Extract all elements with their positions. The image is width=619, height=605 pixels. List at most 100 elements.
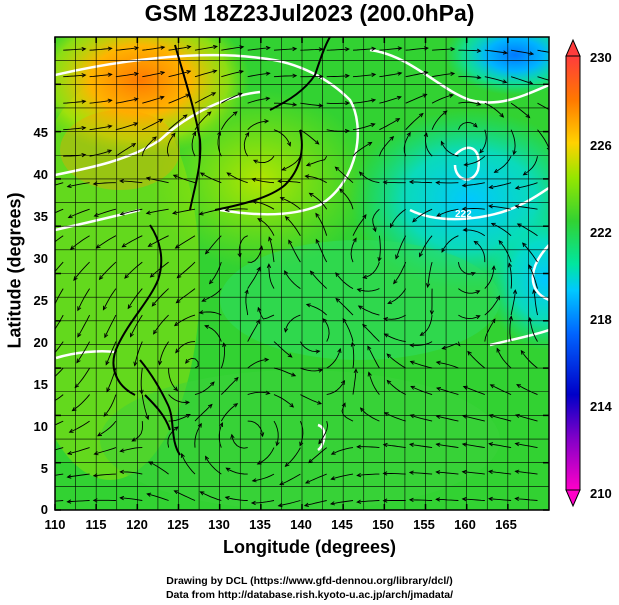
- streamline-arrow: [98, 275, 104, 281]
- streamline: [55, 314, 64, 330]
- streamline-arrow: [45, 247, 49, 251]
- streamline-arrow: [499, 112, 505, 118]
- streamline: [458, 288, 480, 294]
- streamline: [326, 75, 349, 78]
- streamline-arrow: [257, 306, 262, 312]
- streamline-arrow: [245, 131, 250, 137]
- streamline: [383, 181, 406, 184]
- streamline: [537, 76, 549, 81]
- streamline-arrow: [337, 347, 342, 353]
- streamline: [510, 76, 533, 85]
- streamline: [515, 470, 538, 475]
- streamline-arrow: [442, 110, 448, 115]
- streamline: [494, 155, 512, 173]
- streamline-arrow: [265, 71, 271, 76]
- streamline: [146, 208, 169, 214]
- x-tick-label: 160: [454, 517, 476, 532]
- streamline-arrow: [77, 306, 82, 312]
- streamline: [387, 288, 407, 304]
- streamline-arrow: [522, 171, 528, 176]
- streamline: [522, 242, 538, 263]
- streamline: [115, 98, 138, 104]
- streamline: [384, 314, 406, 320]
- streamline-arrow: [322, 318, 327, 323]
- colorbar-tick-label: 218: [590, 312, 612, 327]
- streamline-arrow: [418, 112, 424, 118]
- streamline: [300, 102, 323, 107]
- streamline: [221, 93, 242, 104]
- streamline: [357, 288, 380, 292]
- streamline: [533, 289, 538, 316]
- streamline-arrow: [107, 72, 113, 77]
- streamline: [516, 384, 538, 396]
- streamline-arrow: [284, 462, 290, 468]
- streamline: [479, 129, 487, 154]
- streamline-arrow: [359, 407, 365, 412]
- streamline-arrow: [317, 400, 323, 405]
- streamline: [247, 47, 270, 51]
- streamline-arrow: [345, 100, 350, 106]
- streamline: [148, 235, 169, 247]
- streamline-arrow: [529, 51, 535, 56]
- streamline-arrow: [387, 300, 393, 305]
- streamline-arrow: [185, 414, 191, 418]
- streamline: [176, 288, 196, 304]
- streamline: [247, 97, 270, 104]
- streamline: [96, 235, 117, 249]
- colorbar-tick-label: 230: [590, 50, 612, 65]
- streamline-arrow: [435, 497, 441, 502]
- streamline-arrow: [266, 263, 272, 269]
- streamline-arrow: [412, 217, 417, 223]
- streamline-arrow: [287, 353, 293, 358]
- streamline-arrow: [205, 455, 210, 461]
- streamline: [89, 73, 112, 78]
- streamline-arrow: [370, 123, 376, 128]
- streamline: [431, 110, 448, 130]
- streamline: [305, 473, 327, 484]
- streamline-arrow: [396, 95, 402, 100]
- map-field: 222: [42, 37, 549, 510]
- streamline: [436, 387, 459, 396]
- streamline: [405, 71, 428, 78]
- streamline-arrow: [74, 383, 80, 389]
- streamline-arrow: [50, 332, 54, 336]
- streamline: [288, 240, 301, 263]
- streamline-arrow: [353, 368, 358, 374]
- streamline-arrow: [131, 143, 137, 148]
- streamline-arrow: [449, 93, 454, 98]
- credit-drawing: Drawing by DCL (https://www.gfd-dennou.o…: [166, 575, 453, 587]
- streamline-arrow: [219, 422, 224, 428]
- streamline: [379, 118, 400, 131]
- streamline-arrow: [233, 403, 239, 408]
- streamline-arrow: [151, 301, 157, 307]
- y-tick-label: 5: [40, 461, 48, 476]
- streamline: [412, 208, 433, 223]
- streamline: [55, 500, 64, 502]
- streamline: [199, 208, 222, 215]
- streamline: [489, 182, 512, 189]
- streamline-arrow: [146, 492, 152, 497]
- streamline: [67, 500, 90, 503]
- streamline: [70, 235, 90, 250]
- y-tick-label: 40: [33, 167, 48, 182]
- streamline: [252, 473, 275, 482]
- streamline-arrow: [42, 451, 46, 454]
- streamline-arrow: [315, 349, 321, 354]
- streamline: [330, 500, 354, 505]
- streamline: [379, 47, 402, 51]
- streamline-arrow: [489, 384, 495, 389]
- streamline-arrow: [68, 428, 74, 433]
- streamline: [436, 443, 459, 449]
- streamline: [510, 129, 516, 155]
- streamline: [282, 155, 301, 171]
- streamline-arrow: [512, 150, 517, 156]
- streamline-arrow: [429, 310, 434, 316]
- streamline-arrow: [186, 70, 192, 75]
- streamline: [168, 46, 191, 51]
- x-tick-label: 150: [372, 517, 394, 532]
- streamline: [76, 341, 90, 363]
- streamline: [305, 175, 327, 184]
- streamline-arrow: [461, 469, 467, 475]
- streamline: [168, 368, 178, 391]
- y-tick-label: 15: [33, 377, 48, 392]
